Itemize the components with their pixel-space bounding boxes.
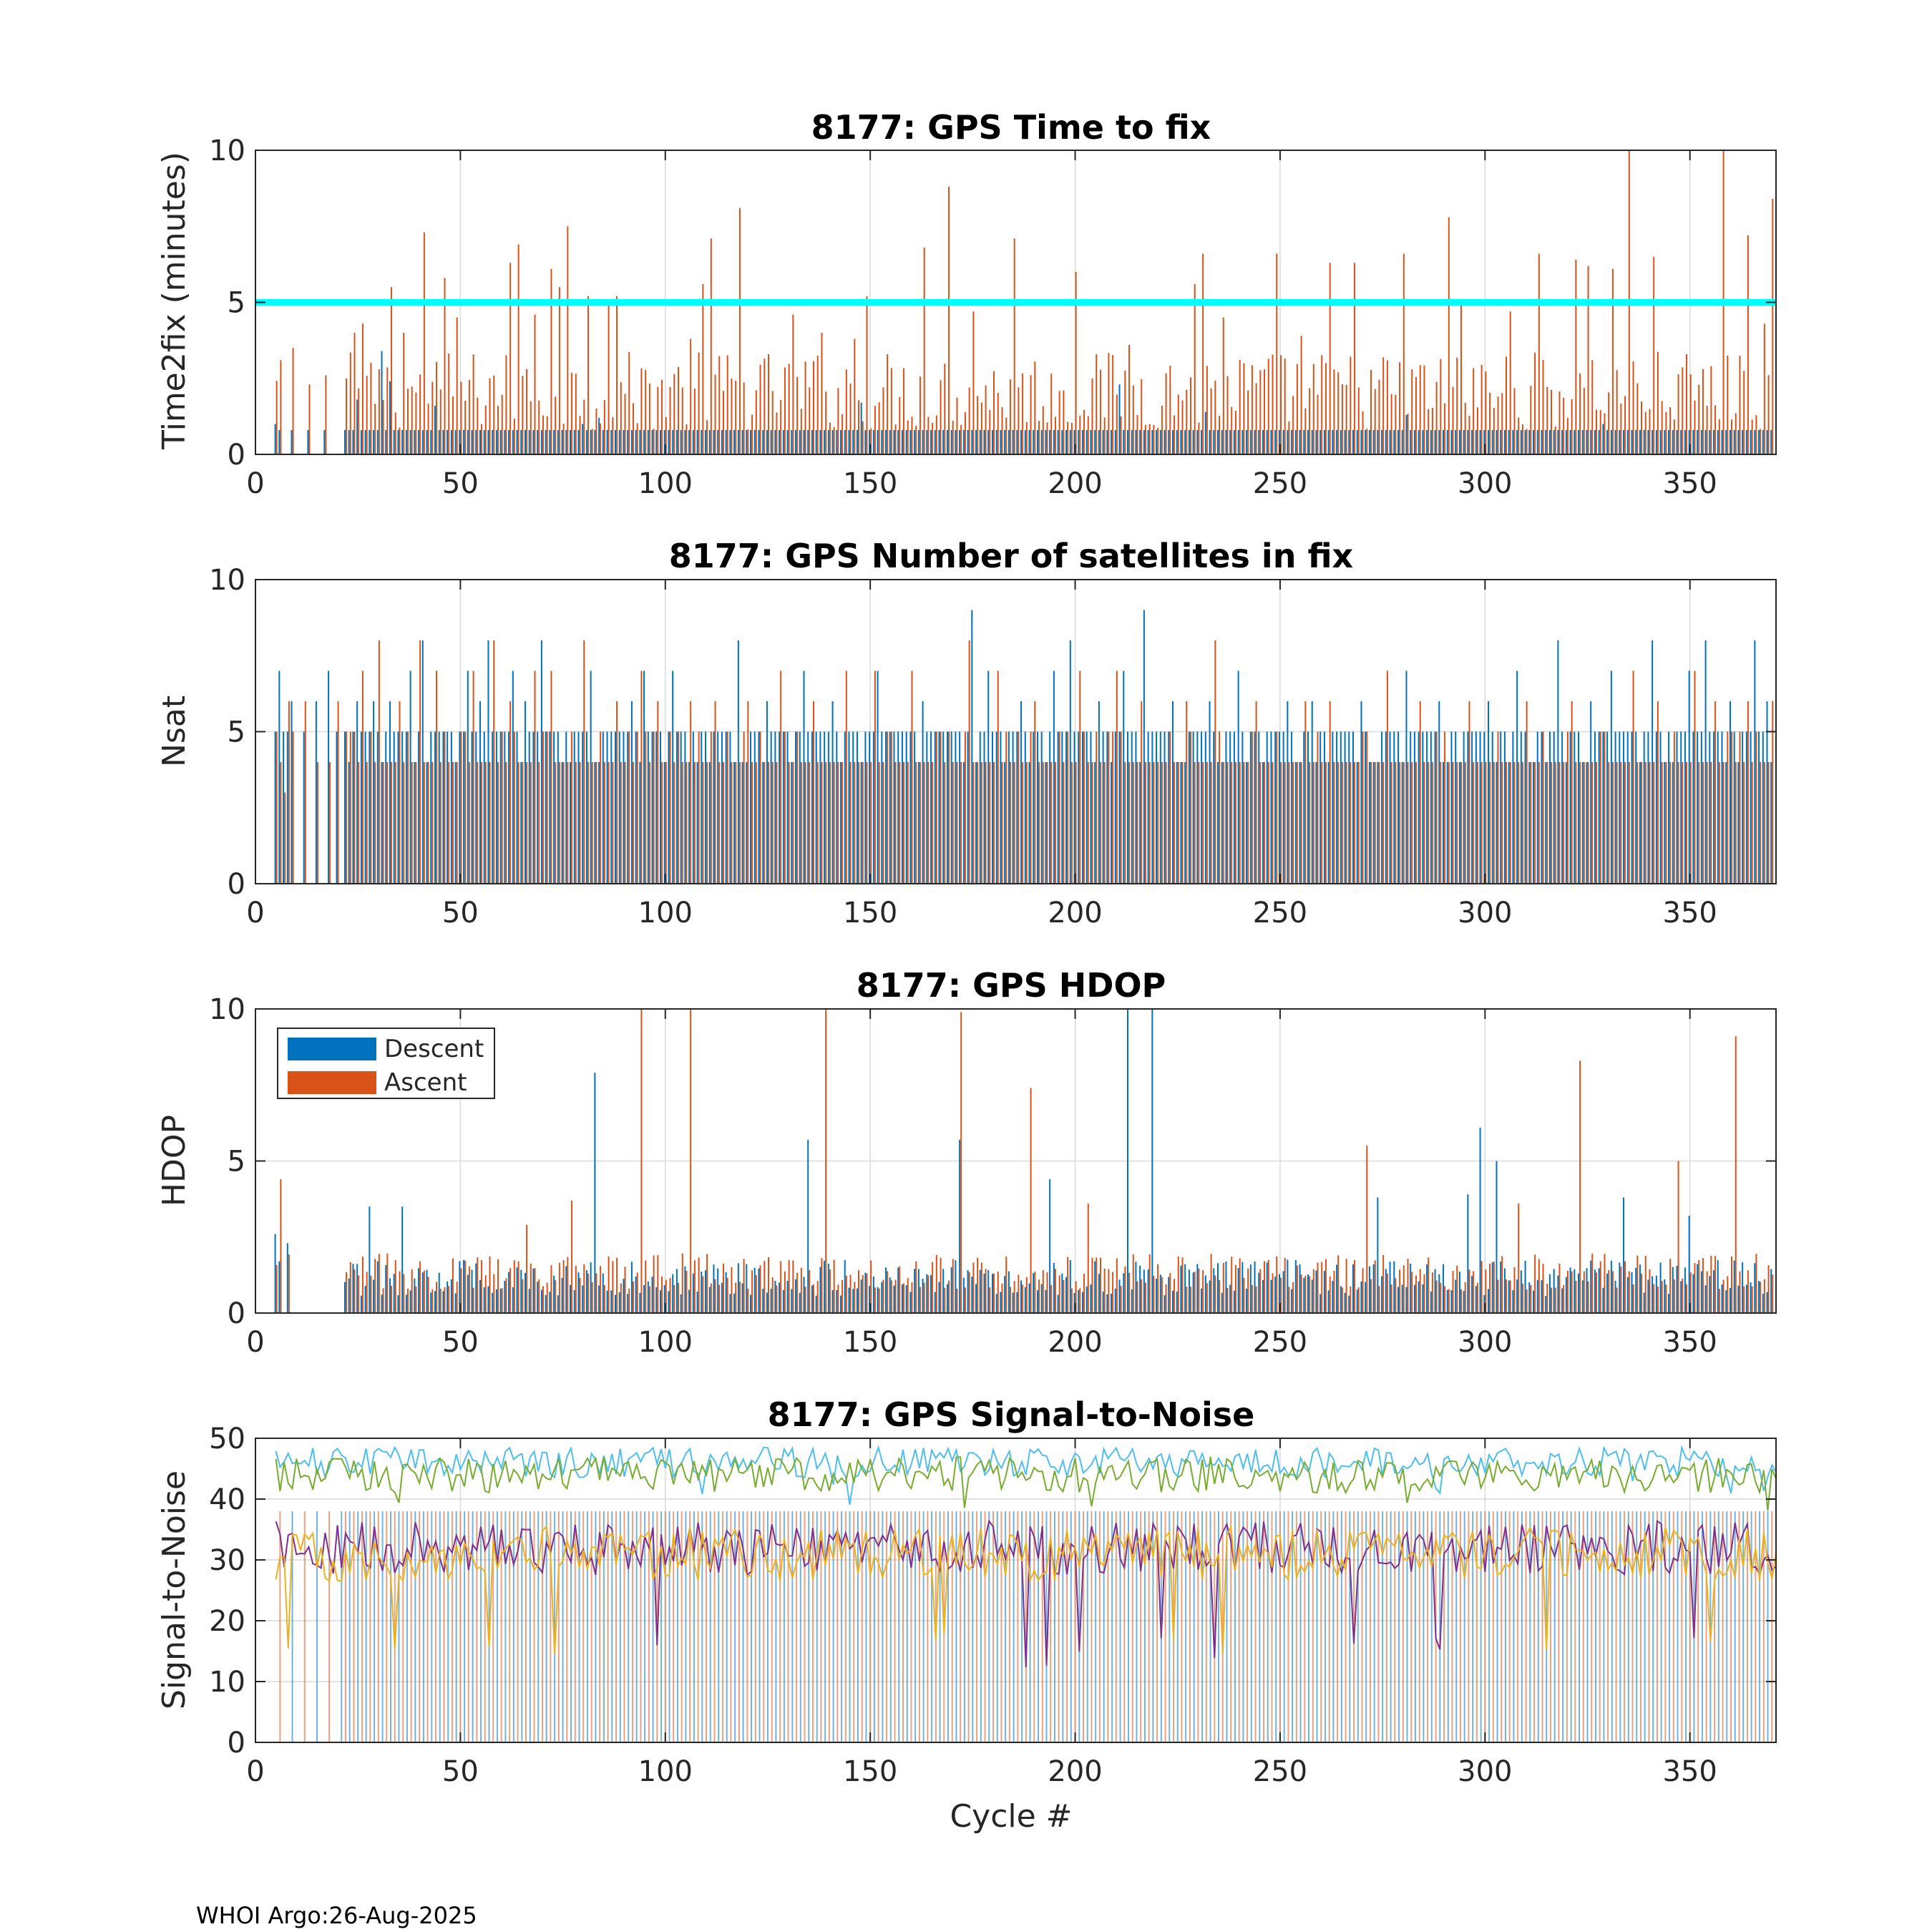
legend: Descent Ascent [277,1028,495,1099]
panel-title: 8177: GPS Signal-to-Noise [768,1395,1255,1434]
footer-stamp: WHOI Argo:26-Aug-2025 [196,1902,477,1929]
y-axis-label: Nsat [156,696,192,767]
x-tick-label: 50 [442,897,479,930]
bars [274,1009,1774,1313]
snr-line [275,1445,1777,1505]
legend-swatch-descent [288,1038,376,1060]
x-tick-label: 300 [1458,1755,1512,1788]
legend-label-descent: Descent [384,1035,484,1063]
y-tick-label: 0 [228,1727,245,1760]
x-tick-label: 350 [1663,467,1717,500]
x-tick-label: 100 [638,897,693,930]
snr-line [275,1519,1777,1668]
x-tick-label: 300 [1458,897,1512,930]
legend-swatch-ascent [288,1071,376,1094]
panel-title: 8177: GPS HDOP [857,966,1166,1005]
x-tick-label: 50 [442,1755,479,1788]
x-tick-label: 150 [843,467,897,500]
y-tick-label: 5 [228,287,245,320]
x-tick-label: 100 [638,467,693,500]
x-tick-label: 100 [638,1755,693,1788]
x-tick-label: 350 [1663,897,1717,930]
x-tick-label: 50 [442,1326,479,1359]
snr-line [275,1455,1777,1511]
y-tick-label: 40 [209,1483,245,1516]
y-tick-label: 10 [209,135,245,167]
panel-title: 8177: GPS Number of satellites in fix [669,537,1353,575]
panel-hdop: 0 50 100 150 200 250 300 350 0 5 10 8177: GPS HDOP… [156,966,1777,1359]
legend-label-ascent: Ascent [384,1068,467,1097]
y-tick-label: 50 [209,1423,245,1455]
x-tick-label: 0 [246,1755,264,1788]
x-tick-label: 150 [843,1326,897,1359]
x-tick-label: 300 [1458,1326,1512,1359]
plot-area: 0 50 100 150 200 250 300 350 0 5 10 [209,564,1777,930]
bars [274,610,1774,884]
x-tick-label: 200 [1048,1755,1102,1788]
x-axis-label: Cycle # [950,1798,1072,1835]
y-tick-label: 10 [209,564,245,597]
y-tick-label: 5 [228,716,245,749]
y-axis-label: HDOP [156,1115,192,1206]
panel-time-to-fix: 0 50 100 150 200 250 300 350 0 5 10 8177: GPS Time… [156,108,1777,500]
x-tick-label: 0 [246,897,264,930]
panel-title: 8177: GPS Time to fix [811,108,1211,147]
x-tick-label: 250 [1253,1326,1307,1359]
plot-area: 0 50 100 150 200 250 300 350 0 5 10 [209,993,1777,1359]
y-tick-label: 0 [228,1297,245,1330]
y-axis-label: Time2fix (minutes) [156,152,192,450]
x-tick-label: 150 [843,1755,897,1788]
x-tick-label: 200 [1048,467,1102,500]
y-tick-label: 10 [209,1666,245,1699]
y-tick-label: 20 [209,1605,245,1638]
x-tick-label: 300 [1458,467,1512,500]
x-tick-label: 350 [1663,1326,1717,1359]
x-tick-label: 50 [442,467,479,500]
panel-signal-to-noise: 0 50 100 150 200 250 300 350 0 10 20 30 40 50 8177: G… [156,1395,1777,1835]
x-tick-label: 350 [1663,1755,1717,1788]
axes-box [255,1438,1777,1743]
x-tick-label: 100 [638,1326,693,1359]
x-tick-label: 200 [1048,1326,1102,1359]
plot-area: 0 50 100 150 200 250 300 350 0 10 20 30 40 50 [209,1423,1777,1788]
y-tick-label: 0 [228,868,245,901]
x-tick-label: 150 [843,897,897,930]
x-tick-label: 250 [1253,897,1307,930]
y-tick-label: 30 [209,1544,245,1577]
plot-area: 0 50 100 150 200 250 300 350 0 5 10 [209,135,1777,500]
y-tick-label: 5 [228,1146,245,1179]
panel-number-of-satellites: 0 50 100 150 200 250 300 350 0 5 10 8177: GPS Numb… [156,537,1777,930]
x-tick-label: 200 [1048,897,1102,930]
y-axis-label: Signal-to-Noise [156,1470,192,1709]
x-tick-label: 0 [246,467,264,500]
snr-line [275,1523,1777,1655]
bars [274,150,1774,454]
x-tick-label: 250 [1253,467,1307,500]
x-tick-label: 0 [246,1326,264,1359]
x-tick-label: 250 [1253,1755,1307,1788]
y-tick-label: 10 [209,993,245,1026]
y-tick-label: 0 [228,439,245,472]
